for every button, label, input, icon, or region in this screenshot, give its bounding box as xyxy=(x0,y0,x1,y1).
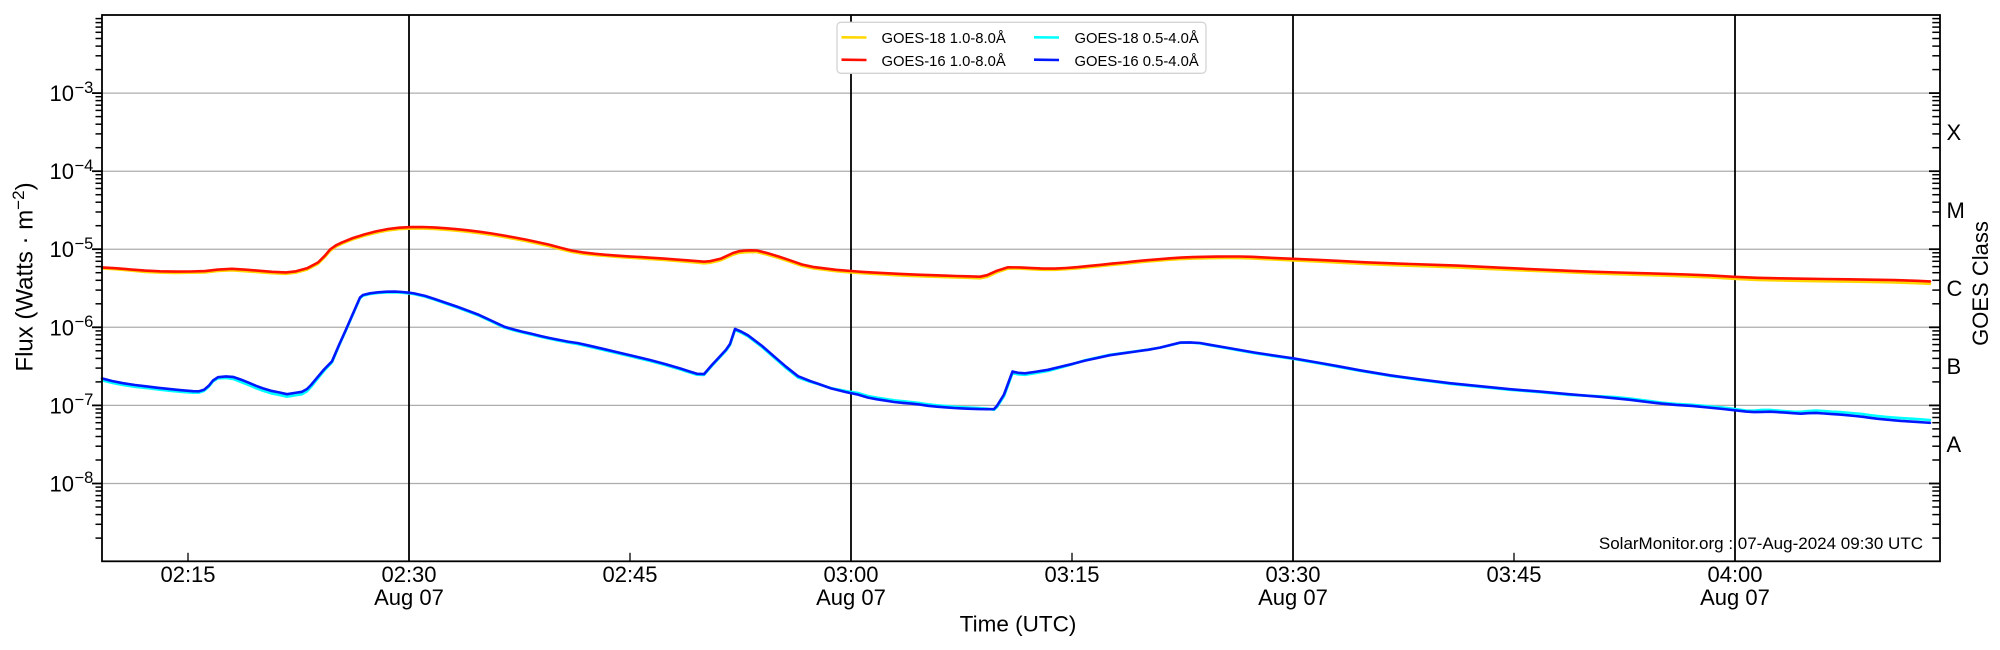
svg-text:10: 10 xyxy=(50,472,74,497)
svg-text:C: C xyxy=(1947,276,1963,301)
svg-text:03:45: 03:45 xyxy=(1486,562,1541,587)
svg-text:04:00: 04:00 xyxy=(1707,562,1762,587)
svg-text:X: X xyxy=(1947,120,1962,145)
svg-text:−5: −5 xyxy=(75,235,94,253)
svg-text:−3: −3 xyxy=(75,79,94,97)
svg-text:A: A xyxy=(1947,432,1962,457)
svg-text:10: 10 xyxy=(50,237,74,262)
svg-text:−8: −8 xyxy=(75,469,94,487)
svg-text:Aug 07: Aug 07 xyxy=(1258,585,1328,610)
svg-text:Time (UTC): Time (UTC) xyxy=(960,612,1077,637)
svg-text:02:45: 02:45 xyxy=(602,562,657,587)
svg-text:GOES Class: GOES Class xyxy=(1968,221,1993,346)
svg-text:SolarMonitor.org : 07-Aug-2024: SolarMonitor.org : 07-Aug-2024 09:30 UTC xyxy=(1599,534,1923,553)
svg-text:03:30: 03:30 xyxy=(1265,562,1320,587)
svg-text:GOES-18 1.0-8.0Å: GOES-18 1.0-8.0Å xyxy=(882,30,1006,47)
svg-text:Aug 07: Aug 07 xyxy=(374,585,444,610)
svg-text:−4: −4 xyxy=(75,157,94,175)
svg-text:10: 10 xyxy=(50,159,74,184)
svg-text:02:30: 02:30 xyxy=(381,562,436,587)
svg-text:GOES-16 0.5-4.0Å: GOES-16 0.5-4.0Å xyxy=(1075,53,1199,70)
svg-text:B: B xyxy=(1947,354,1962,379)
svg-text:−7: −7 xyxy=(75,391,94,409)
svg-text:M: M xyxy=(1947,198,1965,223)
svg-text:−6: −6 xyxy=(75,313,94,331)
svg-text:10: 10 xyxy=(50,315,74,340)
svg-text:GOES-18 0.5-4.0Å: GOES-18 0.5-4.0Å xyxy=(1075,30,1199,47)
svg-text:Aug 07: Aug 07 xyxy=(1700,585,1770,610)
svg-text:10: 10 xyxy=(50,393,74,418)
svg-text:03:00: 03:00 xyxy=(823,562,878,587)
svg-text:Aug 07: Aug 07 xyxy=(816,585,886,610)
svg-text:10: 10 xyxy=(50,81,74,106)
svg-text:GOES-16 1.0-8.0Å: GOES-16 1.0-8.0Å xyxy=(882,53,1006,70)
svg-text:03:15: 03:15 xyxy=(1044,562,1099,587)
svg-text:Flux (Watts · m−2): Flux (Watts · m−2) xyxy=(9,182,39,371)
svg-text:02:15: 02:15 xyxy=(160,562,215,587)
